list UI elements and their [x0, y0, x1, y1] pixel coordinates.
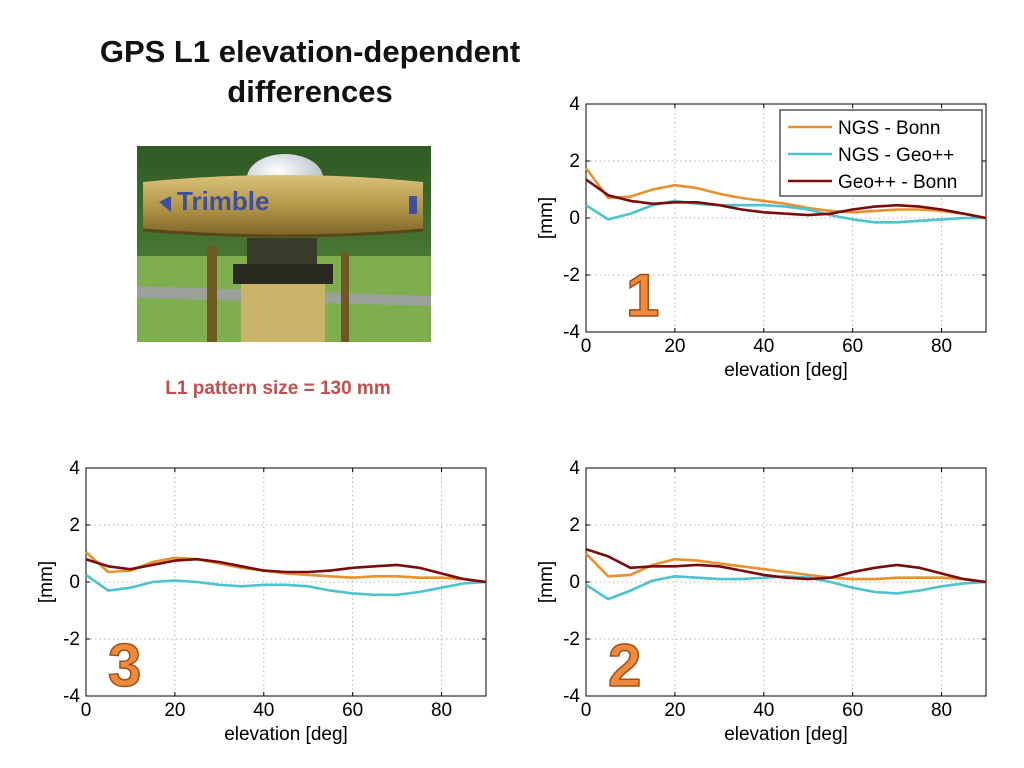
series-line-3 [585, 547, 987, 584]
legend-label: NGS - Geo++ [838, 145, 954, 166]
x-tick-label: 80 [931, 336, 952, 357]
x-axis-label: elevation [deg] [724, 724, 848, 745]
y-tick-label: 0 [69, 572, 80, 593]
series-line-2 [585, 199, 986, 224]
x-tick-label: 60 [342, 700, 363, 721]
y-tick-label: 4 [569, 94, 580, 115]
y-tick-label: 2 [569, 151, 580, 172]
panel-number-label: 1 [626, 262, 659, 329]
slide-title-line-2: differences [227, 74, 393, 109]
antenna-brand-text: Trimble [177, 186, 269, 216]
x-tick-label: 0 [581, 700, 592, 721]
legend-label: Geo++ - Bonn [838, 172, 957, 193]
antenna-mount [247, 238, 317, 264]
y-tick-label: 2 [569, 515, 580, 536]
y-tick-label: -4 [563, 322, 580, 343]
y-axis-label: [mm] [536, 561, 557, 603]
series-line-1 [85, 551, 487, 584]
x-tick-label: 80 [931, 700, 952, 721]
x-axis-label: elevation [deg] [224, 724, 348, 745]
x-tick-label: 40 [753, 700, 774, 721]
x-tick-label: 20 [164, 700, 185, 721]
pattern-size-caption: L1 pattern size = 130 mm [165, 378, 391, 399]
x-tick-label: 20 [664, 700, 685, 721]
y-tick-label: -2 [563, 265, 580, 286]
panel-number-label: 3 [108, 632, 141, 699]
y-axis-label: [mm] [536, 197, 557, 239]
x-tick-label: 80 [431, 700, 452, 721]
x-tick-label: 40 [753, 336, 774, 357]
series-line-3 [85, 557, 487, 584]
y-tick-label: 0 [569, 572, 580, 593]
y-tick-label: -2 [63, 629, 80, 650]
y-tick-label: 4 [569, 458, 580, 479]
series-line-3 [585, 178, 987, 220]
y-tick-label: -2 [563, 629, 580, 650]
x-tick-label: 0 [581, 336, 592, 357]
y-axis-label: [mm] [36, 561, 57, 603]
y-tick-label: 4 [69, 458, 80, 479]
slide-title: GPS L1 elevation-dependent differences [60, 32, 560, 112]
y-tick-label: -4 [563, 686, 580, 707]
x-tick-label: 60 [842, 336, 863, 357]
slide-title-line-1: GPS L1 elevation-dependent [99, 34, 521, 69]
panel-number-label: 2 [608, 632, 641, 699]
x-tick-label: 0 [81, 700, 92, 721]
legend-label: NGS - Bonn [838, 118, 940, 139]
y-tick-label: 2 [69, 515, 80, 536]
x-axis-label: elevation [deg] [724, 360, 848, 381]
series-line-2 [85, 573, 487, 597]
x-tick-label: 20 [664, 336, 685, 357]
x-tick-label: 40 [253, 700, 274, 721]
x-tick-label: 60 [842, 700, 863, 721]
y-tick-label: -4 [63, 686, 80, 707]
series-line-2 [585, 575, 987, 601]
antenna-photo: Trimble [137, 146, 431, 342]
y-tick-label: 0 [569, 208, 580, 229]
antenna-choke-ring [143, 175, 423, 236]
series-line-1 [585, 552, 987, 584]
series-line-1 [584, 167, 987, 220]
